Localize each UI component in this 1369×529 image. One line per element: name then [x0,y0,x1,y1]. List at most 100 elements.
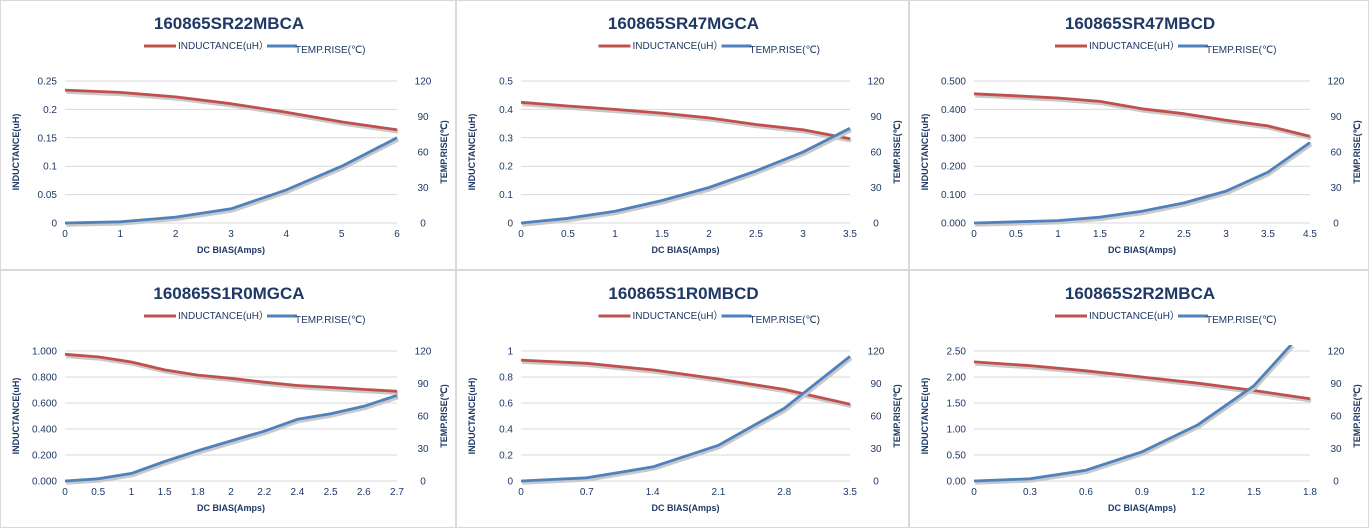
y-tick-label: 0.100 [941,190,966,201]
y2-tick-label: 90 [417,379,429,390]
y-tick-label: 0.1 [43,162,57,173]
x-tick-label: 1.8 [1303,487,1317,498]
y2-axis-label: TEMP.RISE(℃) [1352,120,1362,183]
x-tick-label: 0 [62,229,68,240]
legend-label-temp: TEMP.RISE(℃) [750,45,821,56]
y-tick-label: 0.15 [38,133,58,144]
y2-tick-label: 120 [415,77,432,88]
x-tick-label: 2 [706,229,712,240]
y2-tick-label: 120 [1328,77,1345,88]
y2-tick-label: 30 [1330,444,1342,455]
x-tick-label: 3 [800,229,806,240]
y2-axis-label: TEMP.RISE(℃) [1352,384,1362,447]
y2-tick-label: 60 [1330,412,1342,423]
legend: INDUCTANCE(uH） TEMP.RISE(℃) [598,310,820,326]
y-axis-label: INDUCTANCE(uH) [920,378,930,455]
y2-tick-label: 0 [1333,219,1339,230]
legend-label-temp: TEMP.RISE(℃) [295,315,366,326]
y2-axis-label: TEMP.RISE(℃) [892,120,902,183]
series-line-temp-rise [520,355,851,483]
x-axis-label: DC BIAS(Amps) [1108,503,1176,513]
x-tick-label: 1.5 [1247,487,1261,498]
x-tick-label: 1.2 [1191,487,1205,498]
x-tick-label: 0.5 [561,229,575,240]
x-tick-label: 3 [228,229,234,240]
x-tick-label: 2.5 [324,487,338,498]
series-shadow [522,359,852,409]
x-tick-label: 1 [129,487,135,498]
chart-svg: 160865SR22MBCA INDUCTANCE(uH） TEMP.RISE(℃)… [11,14,449,255]
x-tick-label: 0 [971,229,977,240]
y-tick-label: 0.5 [499,77,513,88]
y2-axis-label: TEMP.RISE(℃) [892,384,902,447]
series-line-inductance [520,358,851,406]
chart-title: 160865SR47MBCD [1065,14,1215,33]
y-tick-label: 0 [507,477,513,488]
y-tick-label: 0.4 [499,425,513,436]
x-tick-label: 2.6 [357,487,371,498]
y-tick-label: 0.8 [499,373,513,384]
x-tick-label: 1.4 [646,487,660,498]
y-tick-label: 0.2 [499,162,513,173]
y-tick-label: 0.400 [941,105,966,116]
chart-title: 160865SR22MBCA [154,14,304,33]
y2-tick-label: 120 [868,347,885,358]
x-tick-label: 3.5 [843,487,857,498]
x-tick-label: 0.7 [580,487,594,498]
x-axis-label: DC BIAS(Amps) [197,245,265,255]
legend-label-inductance: INDUCTANCE(uH） [178,310,269,322]
legend: INDUCTANCE(uH） TEMP.RISE(℃) [598,40,821,56]
legend-label-inductance: INDUCTANCE(uH） [178,40,269,52]
x-tick-label: 1.8 [191,487,205,498]
y2-tick-label: 60 [870,148,882,159]
y2-tick-label: 60 [417,412,429,423]
y-tick-label: 0.00 [947,477,967,488]
y-axis-label: INDUCTANCE(uH) [11,114,21,191]
y2-tick-label: 30 [417,444,429,455]
y-tick-label: 0.4 [499,105,513,116]
series-shadow [522,102,852,143]
y2-tick-label: 90 [1330,112,1342,123]
x-tick-label: 0.9 [1135,487,1149,498]
y-tick-label: 0.25 [38,77,58,88]
x-tick-label: 6 [394,229,400,240]
series-shadow [975,346,1295,485]
y2-tick-label: 90 [870,112,882,123]
y2-axis-label: TEMP.RISE(℃) [439,120,449,183]
y2-tick-label: 30 [417,183,429,194]
y-axis-label: INDUCTANCE(uH) [920,114,930,191]
y-axis-label: INDUCTANCE(uH) [467,378,477,455]
series-shadow [975,93,1312,141]
y-tick-label: 0.2 [43,105,57,116]
x-tick-label: 2.5 [1177,229,1191,240]
x-tick-label: 1 [612,229,618,240]
series-line-temp-rise [520,127,851,225]
series-shadow [66,354,399,396]
x-tick-label: 2.8 [777,487,791,498]
legend-label-inductance: INDUCTANCE(uH） [633,40,724,52]
x-tick-label: 2.7 [390,487,404,498]
chart-svg: 160865S1R0MBCD INDUCTANCE(uH） TEMP.RISE(℃)… [467,284,902,513]
y-tick-label: 0.500 [941,77,966,88]
chart-title: 160865SR47MGCA [608,14,759,33]
x-tick-label: 0 [971,487,977,498]
y-tick-label: 0.200 [32,451,57,462]
chart-svg: 160865SR47MBCD INDUCTANCE(uH） TEMP.RISE(℃)… [920,14,1362,255]
y2-tick-label: 60 [417,148,429,159]
y2-tick-label: 30 [870,444,882,455]
y2-tick-label: 90 [417,112,429,123]
y-tick-label: 0.3 [499,133,513,144]
series-shadow [522,128,853,227]
legend-label-temp: TEMP.RISE(℃) [1206,315,1277,326]
x-tick-label: 0.3 [1023,487,1037,498]
y2-tick-label: 120 [1328,347,1345,358]
x-tick-label: 3 [1223,229,1229,240]
x-axis-label: DC BIAS(Amps) [1108,245,1176,255]
y-tick-label: 0.6 [499,399,513,410]
x-tick-label: 3.5 [1261,229,1275,240]
y-tick-label: 1.00 [947,425,967,436]
legend: INDUCTANCE(uH） TEMP.RISE(℃) [1055,310,1277,326]
y-tick-label: 0 [51,219,57,230]
x-tick-label: 4 [284,229,290,240]
